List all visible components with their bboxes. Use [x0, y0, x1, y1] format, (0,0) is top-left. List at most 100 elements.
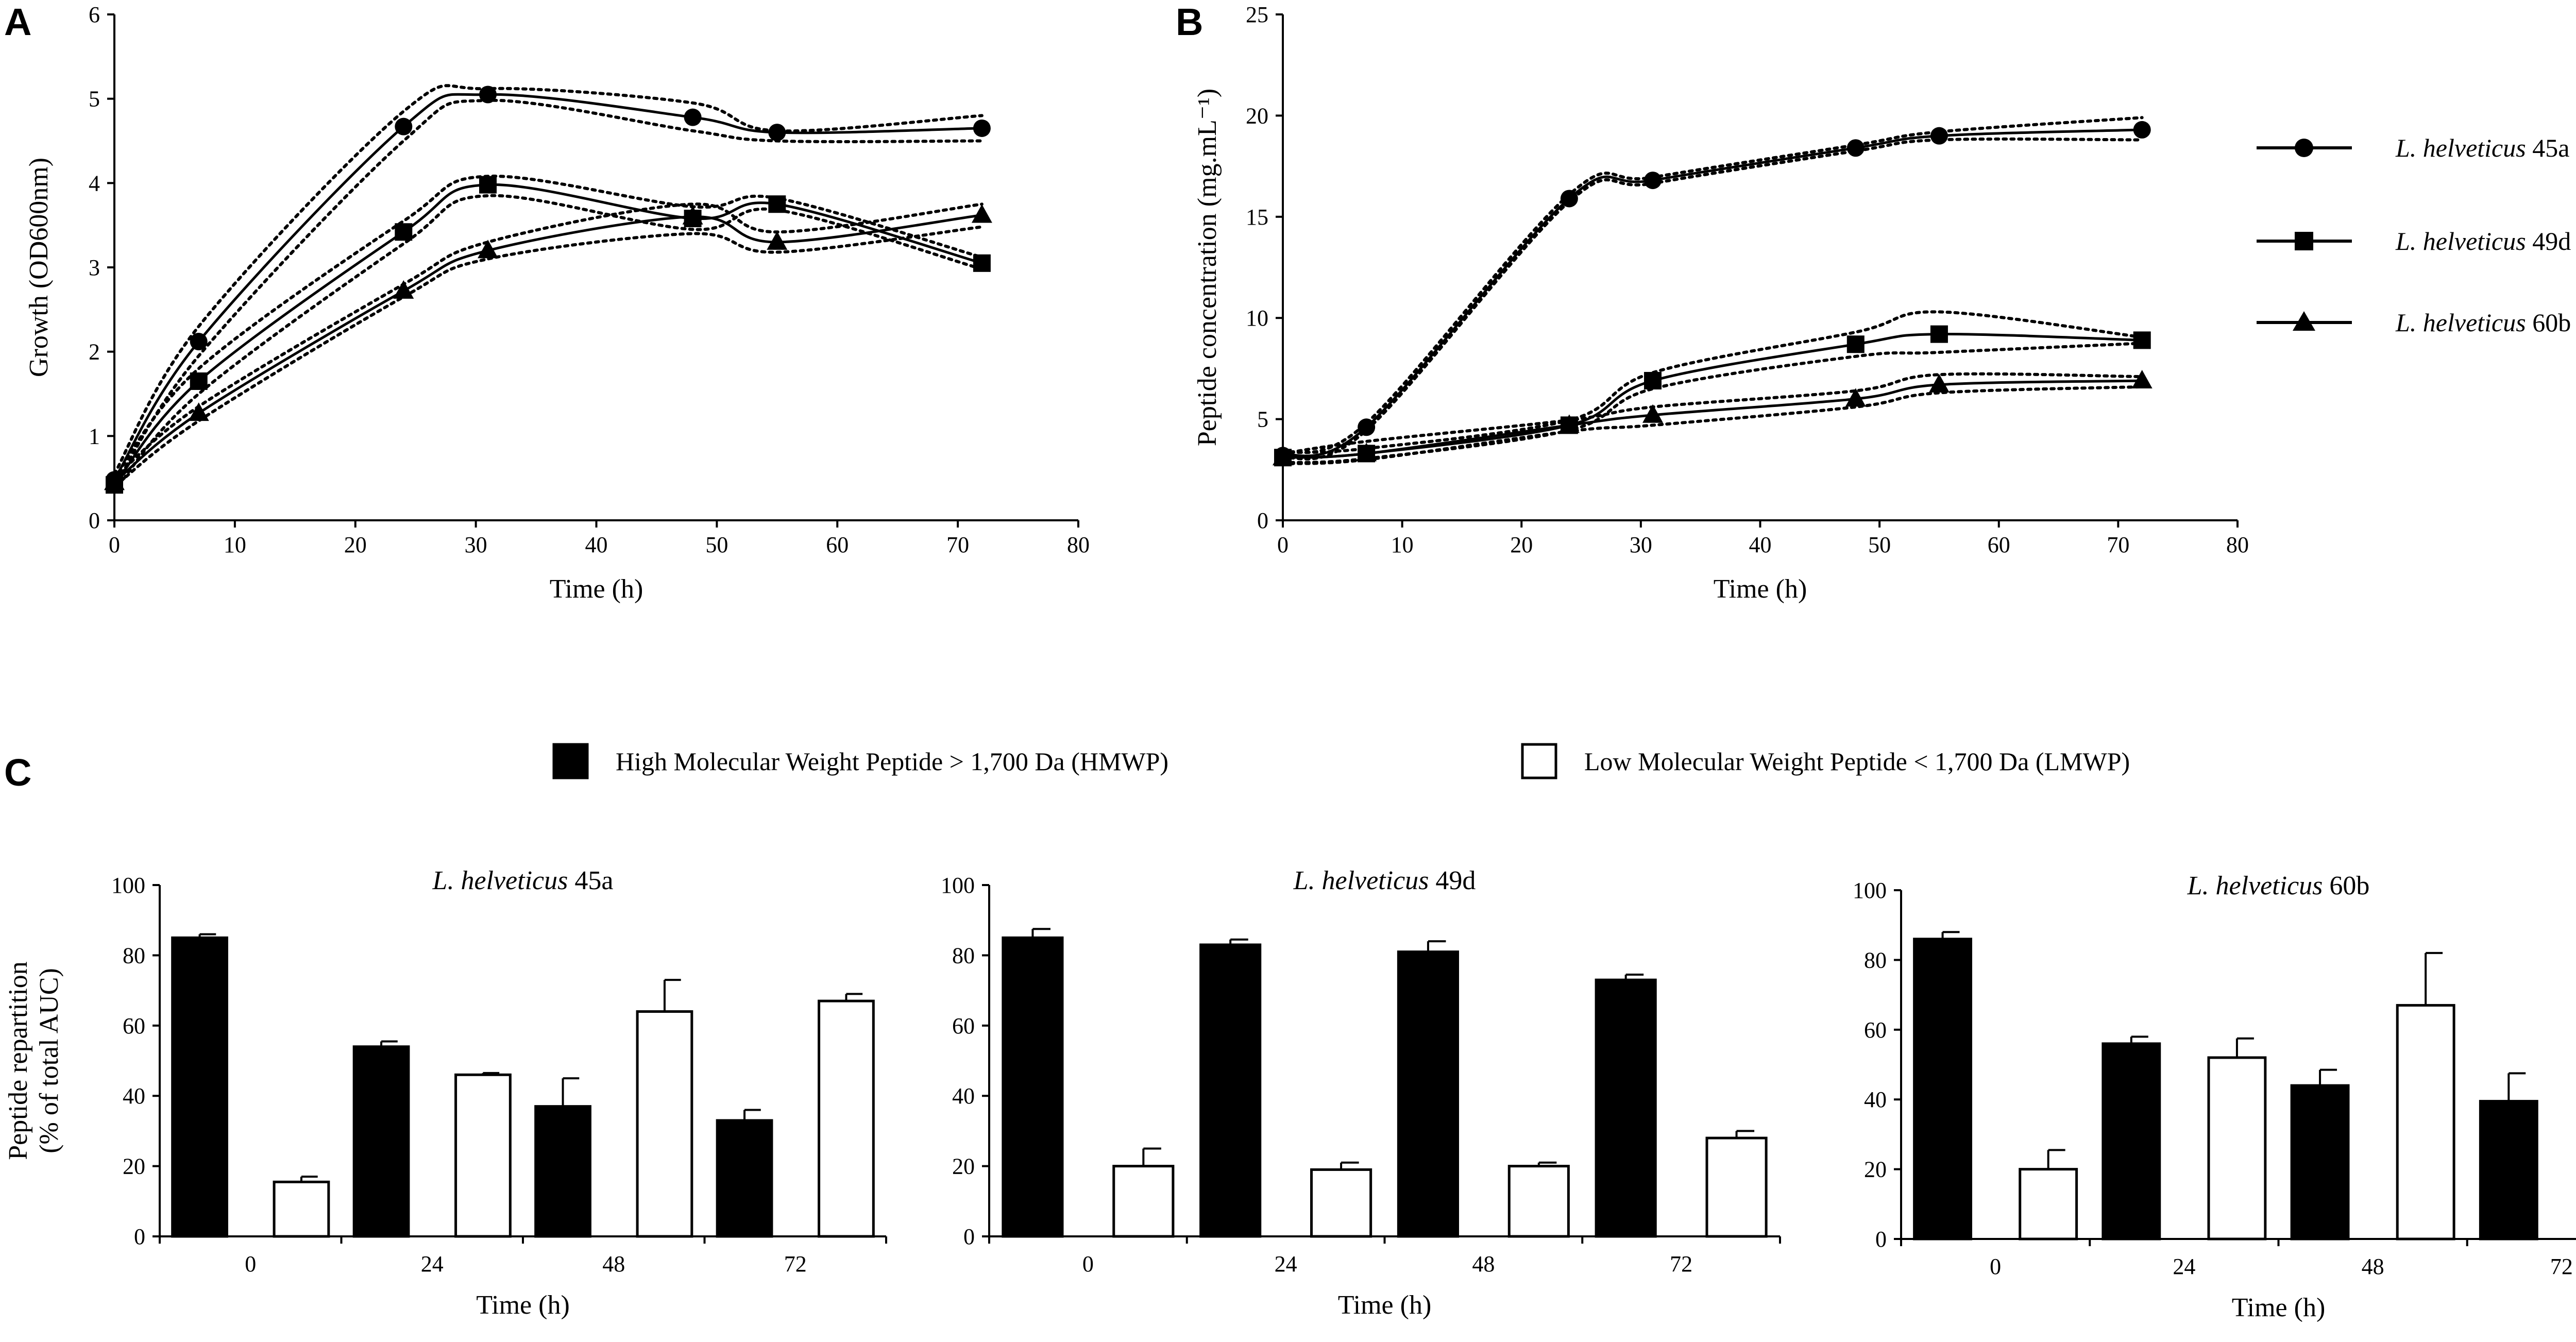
x-tick-label: 60 [1988, 532, 2010, 557]
data-point [1558, 414, 1580, 433]
y-tick-label: 4 [89, 171, 100, 196]
bar-lmwp [273, 1180, 330, 1238]
data-point [478, 240, 499, 259]
chart-title: L. helveticus 45a [432, 866, 614, 895]
bar-hmwp [716, 1119, 773, 1238]
category-label: 0 [245, 1251, 256, 1277]
y-tick-label: 60 [952, 1013, 975, 1039]
legend-label-49d-plain: 49d [2526, 227, 2571, 256]
bar-lmwp [2019, 1168, 2078, 1241]
x-tick-label: 30 [465, 532, 487, 557]
data-point [971, 204, 992, 223]
chart-title-plain: 45a [568, 866, 613, 895]
bar-lmwp [2396, 1004, 2455, 1241]
y-tick-label: 15 [1246, 205, 1268, 230]
legend-triangle-marker [2293, 311, 2315, 331]
line-legend: L. helveticus 45a L. helveticus 49d L. h… [2257, 133, 2571, 337]
panel-letter-b: B [1176, 1, 1203, 43]
y-axis-title-line2: (% of total AUC) [35, 968, 64, 1153]
legend-circle-marker [2295, 139, 2313, 157]
category-label: 72 [1670, 1251, 1692, 1277]
bar-lmwp [1112, 1165, 1175, 1238]
series-line [1282, 379, 2142, 459]
y-tick-label: 20 [952, 1154, 975, 1179]
bar-lmwp [636, 1010, 693, 1238]
x-tick-label: 40 [1749, 532, 1772, 557]
legend-label-45a-plain: 45a [2526, 133, 2570, 162]
y-tick-label: 5 [89, 87, 100, 112]
x-tick-label: 0 [109, 532, 120, 557]
x-axis-title: Time (h) [2232, 1293, 2326, 1322]
category-label: 72 [784, 1251, 807, 1277]
x-tick-label: 20 [1510, 532, 1533, 557]
legend-hmwp-label: High Molecular Weight Peptide > 1,700 Da… [616, 747, 1168, 776]
x-tick-label: 20 [344, 532, 367, 557]
series-0 [106, 84, 991, 489]
category-label: 48 [602, 1251, 625, 1277]
bar-hmwp [2290, 1084, 2350, 1241]
y-tick-label: 80 [1864, 947, 1887, 973]
y-tick-label: 20 [1864, 1157, 1887, 1182]
data-point [2133, 331, 2151, 349]
data-point [479, 86, 497, 104]
data-point [1644, 172, 1662, 190]
bar-lmwp [2207, 1056, 2267, 1241]
y-tick-label: 5 [1257, 407, 1268, 432]
bar-hmwp [534, 1105, 591, 1238]
y-tick-label: 60 [1864, 1017, 1887, 1043]
x-axis-title: Time (h) [550, 574, 643, 604]
y-tick-label: 10 [1246, 305, 1268, 331]
data-point [1845, 388, 1866, 407]
data-point [393, 280, 414, 299]
data-point [2133, 121, 2151, 139]
category-label: 24 [2173, 1254, 2195, 1279]
lower-confidence-line [1281, 385, 2144, 465]
lower-confidence-line [113, 98, 984, 488]
series-line [113, 93, 982, 481]
y-tick-label: 100 [941, 873, 975, 898]
data-point [1846, 335, 1865, 353]
legend-lmwp-label: Low Molecular Weight Peptide < 1,700 Da … [1584, 747, 2130, 776]
y-tick-label: 100 [111, 873, 145, 898]
series-line [1282, 332, 2142, 459]
y-tick-label: 0 [1875, 1227, 1887, 1252]
legend-item-60b: L. helveticus 60b [2257, 308, 2571, 337]
legend-lmwp-swatch [1521, 743, 1557, 779]
bar-hmwp [1199, 943, 1262, 1238]
data-point [395, 223, 413, 241]
x-tick-label: 50 [1868, 532, 1891, 557]
y-tick-label: 25 [1246, 2, 1268, 27]
x-tick-label: 50 [705, 532, 728, 557]
x-axis-title: Time (h) [1338, 1290, 1432, 1320]
y-tick-label: 0 [134, 1224, 145, 1249]
y-tick-label: 6 [89, 2, 100, 27]
bar-hmwp [1595, 978, 1657, 1238]
data-point [682, 206, 703, 225]
chart-panel-a: 0 10 20 30 40 50 60 70 80 0 1 2 3 4 5 6 Time (h) Growth (… [24, 2, 1090, 604]
panel-letter-a: A [4, 1, 31, 43]
category-label: 24 [421, 1251, 444, 1277]
series-line [1282, 128, 2142, 457]
y-tick-label: 1 [89, 423, 100, 449]
svg-text:L. helveticus 49d: L. helveticus 49d [2395, 227, 2571, 256]
bar-hmwp [2479, 1100, 2538, 1241]
data-point [479, 176, 497, 194]
upper-confidence-line [1281, 372, 2144, 455]
y-tick-label: 20 [1246, 103, 1268, 128]
data-point [1560, 190, 1578, 208]
x-tick-label: 30 [1630, 532, 1652, 557]
category-label: 24 [1275, 1251, 1297, 1277]
y-tick-label: 80 [952, 943, 975, 968]
chart-title: L. helveticus 60b [2187, 871, 2370, 901]
y-tick-label: 20 [123, 1154, 145, 1179]
bar-hmwp [2102, 1042, 2161, 1241]
x-tick-label: 10 [1391, 532, 1414, 557]
data-point [767, 231, 788, 250]
y-tick-label: 0 [89, 508, 100, 533]
bar-legend: High Molecular Weight Peptide > 1,700 Da… [552, 743, 2130, 779]
chart-title-plain: 60b [2323, 871, 2369, 901]
series-0 [1274, 116, 2151, 465]
data-point [1356, 443, 1377, 462]
bar-hmwp [171, 936, 228, 1238]
